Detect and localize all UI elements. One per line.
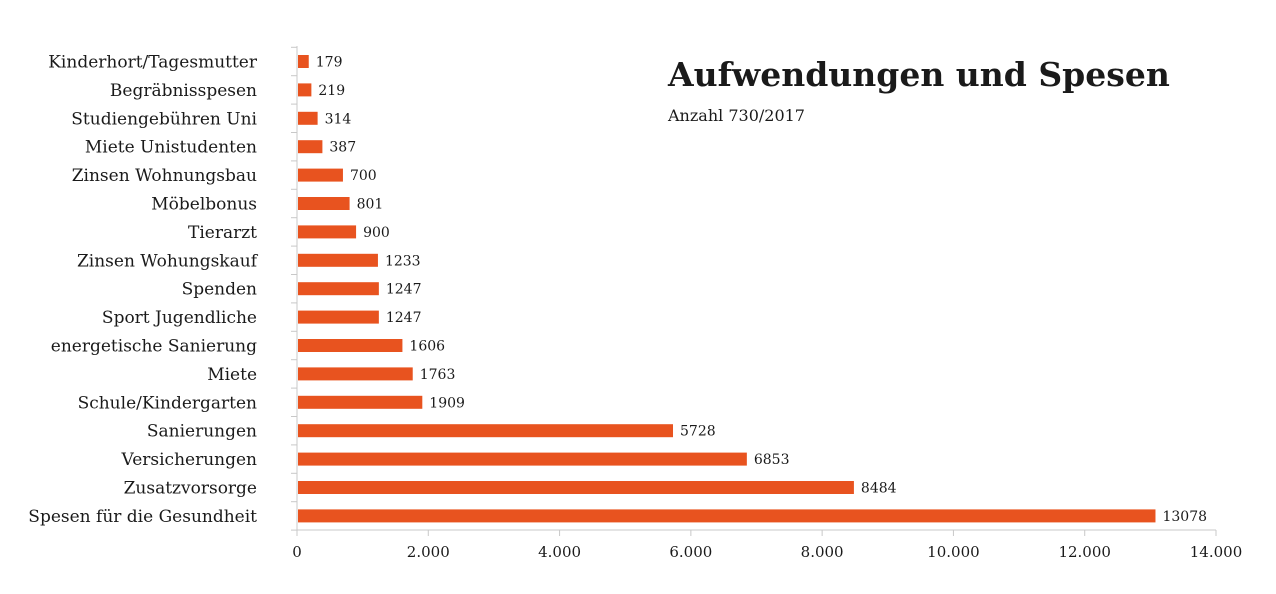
- bar: [298, 83, 312, 97]
- x-tick-label: 12.000: [1058, 543, 1111, 561]
- x-tick-label: 8.000: [801, 543, 844, 561]
- bar: [298, 253, 378, 267]
- x-tick-label: 0: [292, 543, 302, 561]
- value-label: 219: [318, 83, 345, 99]
- x-tick-label: 6.000: [669, 543, 712, 561]
- x-tick-label: 4.000: [538, 543, 581, 561]
- bar: [298, 481, 854, 494]
- bar: [298, 509, 1156, 523]
- category-label: Studiengebühren Uni: [71, 109, 257, 129]
- bar: [298, 111, 318, 125]
- category-label: Miete Unistudenten: [85, 138, 257, 158]
- value-label: 1606: [409, 339, 445, 355]
- bar: [298, 225, 357, 239]
- value-label: 1909: [429, 395, 465, 411]
- category-label: Zinsen Wohungskauf: [77, 251, 259, 271]
- category-label: Spesen für die Gesundheit: [28, 507, 257, 527]
- value-label: 1763: [420, 367, 456, 383]
- value-label: 1247: [386, 310, 422, 326]
- bar: [298, 424, 674, 438]
- category-label: Versicherungen: [120, 450, 257, 470]
- bar: [298, 452, 747, 466]
- bar: [298, 55, 309, 68]
- bar: [298, 339, 403, 352]
- category-label: Kinderhort/Tagesmutter: [48, 53, 258, 73]
- value-label: 179: [316, 55, 343, 71]
- x-tick-label: 10.000: [927, 543, 980, 561]
- category-label: Begräbnisspesen: [110, 81, 257, 101]
- bar: [298, 395, 423, 409]
- category-label: energetische Sanierung: [51, 337, 257, 357]
- category-label: Spenden: [182, 280, 257, 300]
- value-label: 13078: [1162, 509, 1207, 525]
- bar: [298, 140, 323, 154]
- x-tick-label: 2.000: [407, 543, 450, 561]
- bar: [298, 282, 379, 296]
- value-label: 387: [329, 140, 356, 156]
- value-label: 5728: [680, 424, 716, 440]
- category-label: Zusatzvorsorge: [124, 479, 257, 499]
- bar: [298, 197, 350, 210]
- x-tick-label: 14.000: [1190, 543, 1243, 561]
- value-label: 801: [357, 197, 384, 213]
- chart-title: Aufwendungen und Spesen: [667, 55, 1170, 94]
- value-label: 1247: [386, 282, 422, 298]
- value-label: 700: [350, 168, 377, 184]
- category-label: Sport Jugendliche: [102, 308, 257, 328]
- bar: [298, 367, 413, 381]
- chart-subtitle: Anzahl 730/2017: [667, 106, 805, 125]
- value-label: 1233: [385, 253, 421, 269]
- axes-group: 0 2.000 4.000 6.000 8.000 10.000 12.000 14.000: [291, 46, 1242, 561]
- value-label: 8484: [861, 481, 897, 497]
- value-label: 900: [363, 225, 390, 241]
- bars-group: Kinderhort/Tagesmutter 179 Begräbnisspesen…: [28, 53, 1207, 527]
- value-label: 314: [325, 111, 352, 127]
- category-label: Möbelbonus: [151, 195, 257, 215]
- category-label: Schule/Kindergarten: [78, 393, 257, 413]
- category-label: Zinsen Wohnungsbau: [72, 166, 257, 186]
- value-label: 6853: [754, 452, 790, 468]
- category-label: Miete: [207, 365, 257, 385]
- category-label: Tierarzt: [188, 223, 257, 243]
- bar: [298, 310, 379, 324]
- bar: [298, 168, 343, 182]
- category-label: Sanierungen: [147, 422, 257, 442]
